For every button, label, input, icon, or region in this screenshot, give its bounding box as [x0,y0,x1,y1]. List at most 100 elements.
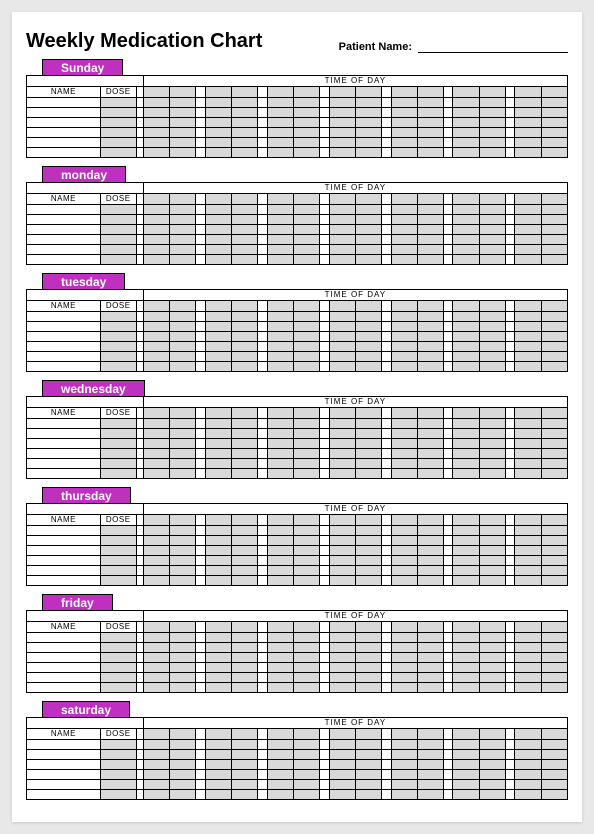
time-slot-cell [293,760,319,770]
time-slot-cell [453,342,479,352]
time-slot-cell [205,515,231,526]
time-slot-cell [391,322,417,332]
time-of-day-header: TIME OF DAY [143,290,567,301]
day-block: mondayTIME OF DAYNAMEDOSE [26,166,568,265]
time-slot-cell [417,342,443,352]
time-slot-cell [515,312,541,322]
time-slot-cell [231,87,257,98]
time-slot-cell [417,515,443,526]
time-slot-cell [329,663,355,673]
time-slot-cell [355,118,381,128]
name-column-header: NAME [27,408,101,419]
time-slot-cell [417,526,443,536]
time-slot-cell [453,683,479,693]
time-slot-cell [541,194,567,205]
time-slot-cell [391,301,417,312]
time-slot-cell [231,740,257,750]
time-slot-cell [541,245,567,255]
time-slot-cell [293,643,319,653]
time-slot-cell [515,408,541,419]
time-slot-cell [355,790,381,800]
time-slot-cell [391,449,417,459]
time-slot-cell [267,429,293,439]
time-slot-cell [515,342,541,352]
table-row [27,205,568,215]
time-slot-cell [169,622,195,633]
time-slot-cell [391,770,417,780]
day-grid: TIME OF DAYNAMEDOSE [26,182,568,265]
time-slot-cell [391,118,417,128]
dose-cell [100,673,136,683]
dose-cell [100,740,136,750]
time-slot-cell [515,469,541,479]
time-slot-cell [417,439,443,449]
time-slot-cell [267,439,293,449]
name-column-header: NAME [27,301,101,312]
time-slot-cell [267,459,293,469]
time-slot-cell [143,740,169,750]
time-slot-cell [293,138,319,148]
time-slot-cell [541,770,567,780]
time-slot-cell [329,419,355,429]
day-tab: tuesday [42,273,125,289]
time-slot-cell [541,469,567,479]
time-slot-cell [267,566,293,576]
day-tab: friday [42,594,113,610]
dose-column-header: DOSE [100,515,136,526]
time-slot-cell [329,556,355,566]
time-slot-cell [515,459,541,469]
time-slot-cell [169,138,195,148]
name-cell [27,459,101,469]
time-slot-cell [231,556,257,566]
time-slot-cell [453,770,479,780]
time-slot-cell [205,128,231,138]
time-slot-cell [231,663,257,673]
time-slot-cell [293,408,319,419]
time-slot-cell [515,653,541,663]
time-slot-cell [169,576,195,586]
time-slot-cell [143,673,169,683]
time-slot-cell [479,546,505,556]
time-slot-cell [453,449,479,459]
time-slot-cell [169,760,195,770]
time-slot-cell [143,439,169,449]
time-slot-cell [417,429,443,439]
dose-cell [100,108,136,118]
time-slot-cell [417,352,443,362]
table-row [27,526,568,536]
time-slot-cell [143,352,169,362]
time-slot-cell [541,576,567,586]
time-slot-cell [453,439,479,449]
time-slot-cell [479,760,505,770]
time-slot-cell [541,673,567,683]
name-cell [27,429,101,439]
time-slot-cell [479,780,505,790]
time-slot-cell [479,683,505,693]
time-slot-cell [541,215,567,225]
time-slot-cell [231,98,257,108]
time-slot-cell [515,576,541,586]
name-cell [27,760,101,770]
time-slot-cell [169,770,195,780]
time-slot-cell [329,108,355,118]
time-slot-cell [205,760,231,770]
table-row [27,118,568,128]
time-slot-cell [515,566,541,576]
time-slot-cell [329,439,355,449]
time-slot-cell [293,205,319,215]
time-slot-cell [329,138,355,148]
patient-name-field: Patient Name: [339,41,568,53]
time-slot-cell [515,750,541,760]
time-slot-cell [479,770,505,780]
dose-cell [100,770,136,780]
time-slot-cell [541,98,567,108]
time-slot-cell [515,515,541,526]
time-slot-cell [417,322,443,332]
time-slot-cell [293,663,319,673]
time-slot-cell [231,653,257,663]
time-slot-cell [453,622,479,633]
time-slot-cell [143,566,169,576]
time-slot-cell [417,740,443,750]
time-slot-cell [515,245,541,255]
time-slot-cell [267,750,293,760]
